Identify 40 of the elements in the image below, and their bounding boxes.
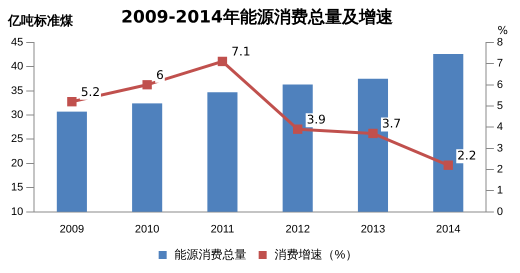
data-label: 3.7 bbox=[382, 116, 402, 131]
y2-tick-label: 5 bbox=[496, 100, 504, 112]
data-label: 3.9 bbox=[306, 112, 326, 126]
y-tick-label: 45 bbox=[10, 36, 24, 48]
y2-tick-label: 8 bbox=[496, 36, 504, 48]
y-tick-label: 20 bbox=[10, 157, 24, 170]
point bbox=[368, 128, 378, 138]
x-tick-label: 2014 bbox=[436, 223, 460, 236]
y2-tick-label: 0 bbox=[496, 206, 504, 218]
data-label: 2.2 bbox=[457, 148, 476, 162]
x-tick-label: 2011 bbox=[210, 223, 234, 236]
y-tick-label: 15 bbox=[10, 182, 24, 194]
y2-tick-label: 7 bbox=[496, 58, 504, 70]
legend-label: 能源消费总量 bbox=[174, 247, 247, 262]
y2-axis-title: % bbox=[498, 24, 508, 37]
y-tick-label: 25 bbox=[10, 133, 24, 146]
x-tick-label: 2013 bbox=[360, 223, 386, 236]
legend-label: 消费增速（%） bbox=[274, 247, 358, 262]
y-axis-title: 亿吨标准煤 bbox=[8, 13, 73, 30]
y-tick-label: 10 bbox=[10, 206, 24, 218]
chart-title: 2009-2014年能源消费总量及增速 bbox=[121, 8, 393, 28]
point bbox=[218, 56, 228, 66]
y2-tick-label: 2 bbox=[496, 163, 504, 176]
point bbox=[293, 124, 302, 134]
y2-tick-label: 1 bbox=[496, 184, 504, 197]
data-label: 7.1 bbox=[231, 44, 251, 59]
y2-tick-label: 6 bbox=[496, 78, 504, 91]
x-tick-label: 2009 bbox=[60, 223, 84, 236]
point bbox=[142, 80, 152, 90]
y2-tick-label: 4 bbox=[496, 121, 504, 134]
x-tick-label: 2010 bbox=[134, 223, 160, 236]
y-tick-label: 30 bbox=[10, 109, 24, 122]
point bbox=[444, 160, 453, 170]
data-label: 6 bbox=[156, 68, 164, 82]
y-tick-label: 40 bbox=[10, 60, 24, 73]
y2-tick-label: 3 bbox=[496, 142, 504, 154]
point bbox=[67, 97, 77, 106]
y-tick-label: 35 bbox=[10, 84, 24, 97]
data-label: 5.2 bbox=[80, 84, 100, 99]
x-tick-label: 2012 bbox=[285, 223, 310, 236]
